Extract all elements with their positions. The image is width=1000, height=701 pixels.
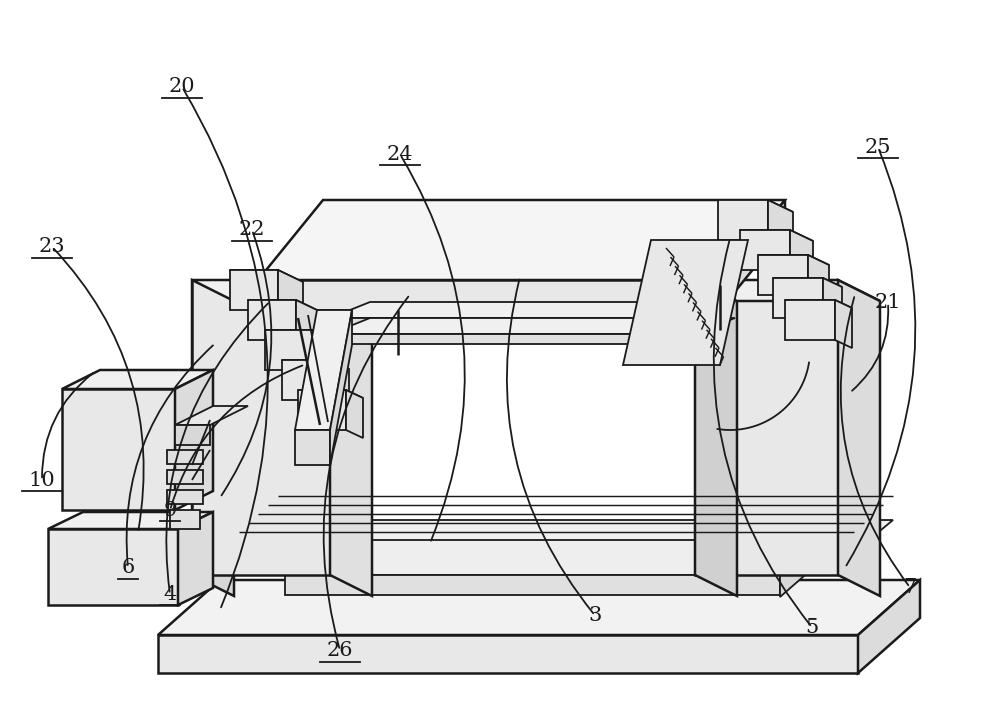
Text: 3: 3	[588, 606, 602, 625]
Polygon shape	[158, 580, 920, 635]
Polygon shape	[758, 255, 829, 265]
Polygon shape	[758, 255, 808, 295]
Text: 5: 5	[805, 618, 819, 637]
Polygon shape	[773, 278, 823, 318]
Polygon shape	[48, 529, 178, 605]
Polygon shape	[167, 470, 203, 484]
Polygon shape	[230, 270, 303, 282]
Polygon shape	[785, 300, 835, 340]
Polygon shape	[175, 425, 210, 445]
Polygon shape	[230, 560, 845, 575]
Polygon shape	[62, 389, 175, 510]
Polygon shape	[298, 390, 346, 430]
Polygon shape	[695, 280, 838, 575]
Polygon shape	[167, 490, 203, 504]
Text: 24: 24	[387, 144, 413, 164]
Polygon shape	[838, 280, 880, 596]
Polygon shape	[295, 430, 330, 465]
Polygon shape	[192, 280, 372, 301]
Polygon shape	[330, 334, 695, 344]
Polygon shape	[258, 280, 720, 310]
Text: 20: 20	[169, 77, 195, 97]
Polygon shape	[695, 280, 880, 301]
Polygon shape	[773, 278, 842, 287]
Polygon shape	[230, 270, 278, 310]
Polygon shape	[175, 406, 248, 425]
Text: 9: 9	[163, 501, 177, 520]
Polygon shape	[740, 230, 790, 270]
Polygon shape	[192, 280, 234, 596]
Polygon shape	[780, 540, 820, 597]
Text: 6: 6	[121, 558, 135, 578]
Polygon shape	[330, 310, 352, 465]
Polygon shape	[720, 200, 785, 310]
Text: 4: 4	[163, 585, 177, 604]
Polygon shape	[298, 390, 363, 398]
Text: 26: 26	[327, 641, 353, 660]
Polygon shape	[346, 390, 363, 438]
Text: 10: 10	[29, 470, 55, 490]
Polygon shape	[167, 450, 203, 464]
Polygon shape	[282, 360, 330, 400]
Polygon shape	[330, 318, 735, 334]
Polygon shape	[258, 200, 785, 280]
Polygon shape	[718, 200, 768, 240]
Polygon shape	[330, 302, 735, 318]
Polygon shape	[248, 300, 319, 311]
Polygon shape	[330, 360, 349, 409]
Polygon shape	[718, 200, 793, 212]
Polygon shape	[835, 300, 852, 348]
Text: 7: 7	[903, 578, 917, 597]
Polygon shape	[768, 200, 793, 252]
Polygon shape	[330, 280, 372, 596]
Polygon shape	[178, 512, 213, 605]
Polygon shape	[158, 635, 858, 673]
Polygon shape	[785, 300, 852, 308]
Polygon shape	[282, 360, 349, 369]
Polygon shape	[858, 580, 920, 673]
Polygon shape	[265, 330, 334, 340]
Polygon shape	[808, 255, 829, 305]
Text: 23: 23	[39, 237, 65, 257]
Polygon shape	[740, 230, 813, 241]
Polygon shape	[695, 280, 737, 596]
Polygon shape	[790, 230, 813, 281]
Polygon shape	[248, 300, 296, 340]
Polygon shape	[295, 310, 352, 430]
Polygon shape	[278, 270, 303, 322]
Polygon shape	[330, 318, 695, 328]
Polygon shape	[62, 370, 213, 389]
Text: 25: 25	[865, 137, 891, 157]
Text: 22: 22	[239, 220, 265, 240]
Polygon shape	[230, 520, 893, 560]
Polygon shape	[285, 575, 780, 595]
Polygon shape	[823, 278, 842, 327]
Polygon shape	[175, 370, 213, 510]
Polygon shape	[623, 240, 748, 365]
Polygon shape	[48, 512, 213, 529]
Polygon shape	[265, 330, 313, 370]
Polygon shape	[285, 540, 820, 575]
Polygon shape	[192, 280, 330, 575]
Polygon shape	[170, 510, 200, 529]
Text: 21: 21	[875, 293, 901, 313]
Polygon shape	[296, 300, 319, 351]
Polygon shape	[313, 330, 334, 380]
